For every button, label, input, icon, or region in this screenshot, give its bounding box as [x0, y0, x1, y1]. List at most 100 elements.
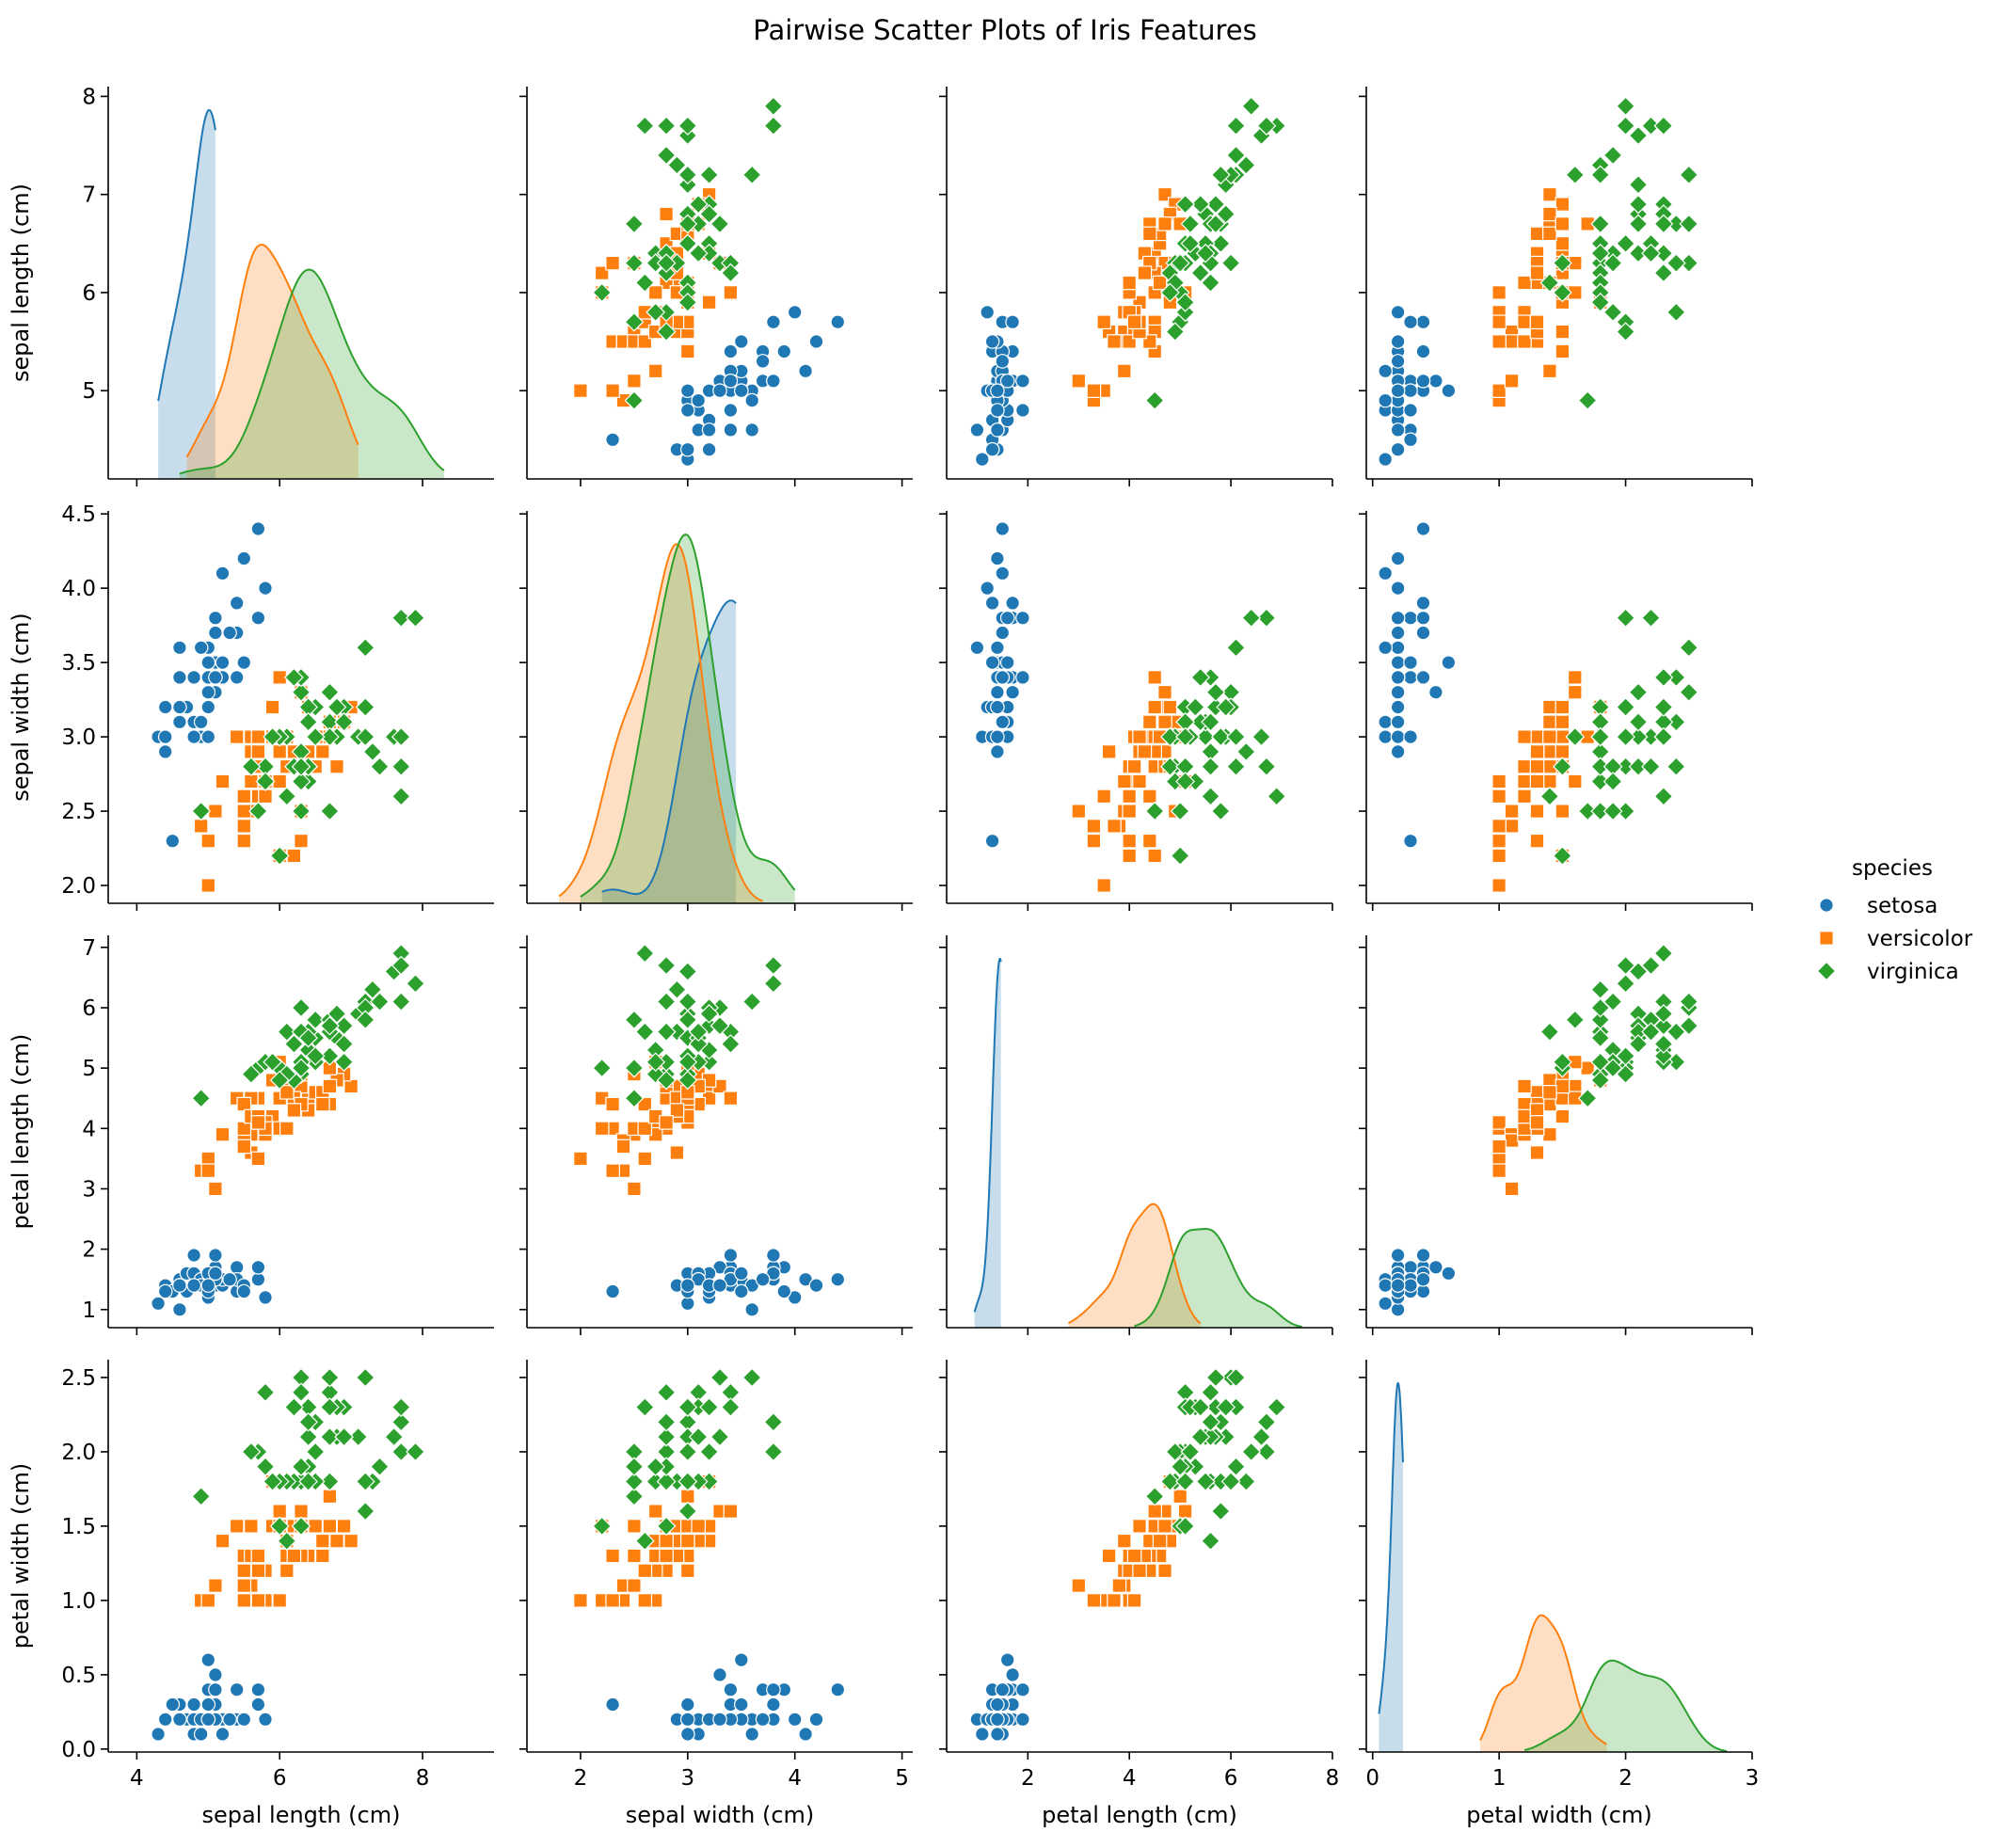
point-versicolor: [193, 819, 209, 834]
point-setosa: [969, 640, 985, 656]
point-virginica: [1628, 174, 1649, 195]
point-versicolor: [1542, 1084, 1557, 1100]
point-virginica: [763, 116, 784, 136]
point-setosa: [208, 670, 223, 685]
y-axis-label-petal-width: petal width (cm): [8, 1463, 34, 1649]
point-virginica: [348, 1426, 369, 1447]
point-versicolor: [1086, 383, 1102, 398]
point-versicolor: [1141, 226, 1157, 242]
point-virginica: [1628, 682, 1649, 703]
point-virginica: [1616, 608, 1635, 629]
point-setosa: [157, 744, 173, 759]
point-versicolor: [329, 1533, 344, 1549]
point-virginica: [298, 1028, 318, 1048]
point-versicolor: [236, 833, 252, 849]
point-setosa: [999, 610, 1015, 626]
point-setosa: [1390, 714, 1406, 730]
point-versicolor: [1116, 773, 1132, 789]
point-versicolor: [236, 819, 252, 834]
point-virginica: [624, 1010, 645, 1030]
point-virginica: [1590, 726, 1611, 747]
point-setosa: [1403, 670, 1418, 685]
point-versicolor: [294, 1504, 309, 1519]
point-virginica: [678, 1052, 698, 1073]
point-versicolor: [723, 285, 739, 300]
point-setosa: [808, 334, 824, 349]
point-virginica: [1175, 772, 1195, 791]
point-versicolor: [1177, 1504, 1193, 1519]
point-versicolor: [1491, 1115, 1507, 1130]
point-setosa: [787, 304, 803, 320]
point-virginica: [678, 1397, 698, 1417]
point-virginica: [1653, 263, 1674, 283]
point-versicolor: [294, 833, 309, 849]
point-versicolor: [573, 1593, 588, 1608]
point-versicolor: [250, 744, 266, 759]
point-versicolor: [1567, 684, 1583, 700]
point-virginica: [710, 1015, 730, 1036]
point-virginica: [1201, 757, 1220, 777]
point-setosa: [222, 1271, 237, 1287]
point-virginica: [305, 1045, 326, 1066]
point-setosa: [808, 1278, 824, 1293]
point-versicolor: [315, 1533, 330, 1549]
point-versicolor: [605, 1593, 620, 1608]
point-setosa: [605, 1283, 620, 1299]
point-versicolor: [1542, 226, 1557, 242]
point-versicolor: [594, 265, 610, 280]
point-setosa: [215, 566, 231, 581]
point-versicolor: [1157, 714, 1172, 730]
point-setosa: [1378, 640, 1393, 656]
point-virginica: [269, 1516, 290, 1537]
point-versicolor: [258, 789, 273, 805]
legend-marker-versicolor: [1819, 931, 1834, 946]
point-setosa: [1415, 625, 1431, 641]
point-versicolor: [286, 1548, 302, 1564]
point-setosa: [808, 1712, 824, 1728]
point-setosa: [733, 334, 749, 349]
point-virginica: [763, 1411, 784, 1432]
point-virginica: [277, 1022, 297, 1043]
point-setosa: [980, 581, 995, 596]
point-versicolor: [1111, 1578, 1127, 1593]
point-setosa: [723, 1248, 739, 1263]
kde-line-setosa-petal-length: [973, 958, 1002, 1313]
point-virginica: [1226, 145, 1246, 166]
point-virginica: [391, 1397, 411, 1417]
point-virginica: [1653, 214, 1674, 234]
y-axis-label-petal-length: petal length (cm): [8, 1034, 34, 1230]
point-versicolor: [659, 1548, 674, 1564]
point-virginica: [355, 726, 375, 747]
point-versicolor: [605, 383, 620, 398]
point-virginica: [370, 1457, 390, 1477]
point-virginica: [1616, 1045, 1635, 1066]
point-versicolor: [250, 1115, 266, 1130]
point-virginica: [355, 1010, 375, 1030]
point-versicolor: [1126, 758, 1142, 774]
point-virginica: [1201, 1531, 1220, 1552]
point-virginica: [678, 962, 698, 981]
point-virginica: [634, 116, 655, 136]
point-versicolor: [1162, 699, 1178, 715]
point-versicolor: [215, 1533, 231, 1549]
point-virginica: [656, 1472, 677, 1491]
point-virginica: [291, 1058, 311, 1078]
point-versicolor: [1517, 275, 1532, 291]
point-setosa: [679, 1278, 695, 1293]
point-virginica: [291, 772, 311, 791]
point-virginica: [1539, 1022, 1560, 1043]
point-setosa: [990, 383, 1005, 398]
point-virginica: [1553, 282, 1572, 303]
y-axis-label-sepal-length: sepal length (cm): [8, 183, 34, 382]
point-setosa: [990, 729, 1005, 744]
point-virginica: [763, 96, 784, 117]
kde-fill-versicolor-petal-width: [1480, 1615, 1607, 1752]
point-versicolor: [1172, 1489, 1188, 1505]
point-setosa: [679, 1697, 695, 1713]
point-setosa: [1390, 670, 1406, 685]
point-setosa: [766, 1248, 781, 1263]
point-virginica: [1602, 992, 1623, 1012]
point-virginica: [1616, 973, 1635, 994]
point-setosa: [679, 441, 695, 457]
point-setosa: [1378, 729, 1393, 744]
